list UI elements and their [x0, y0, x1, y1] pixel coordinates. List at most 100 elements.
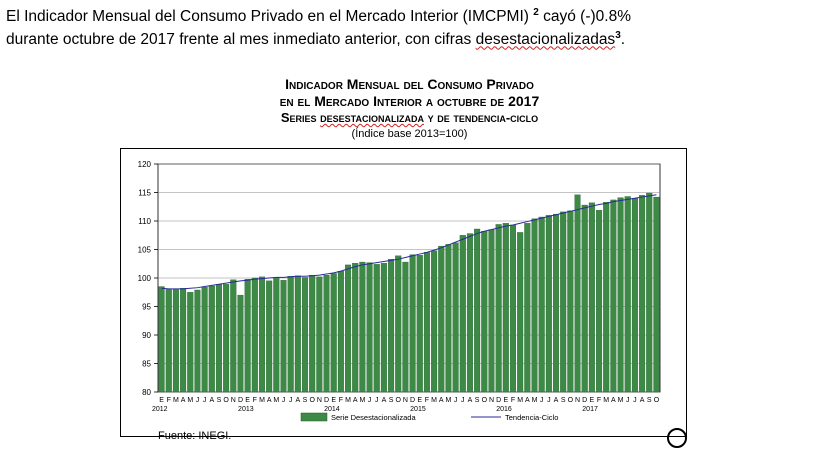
x-month-label: J [196, 397, 200, 404]
bar [481, 231, 488, 393]
bar [438, 245, 445, 393]
bar [488, 229, 495, 393]
y-tick-label: 120 [138, 160, 152, 169]
x-month-label: M [345, 397, 351, 404]
x-year-label: 2016 [496, 406, 512, 413]
bar [172, 289, 179, 393]
x-month-label: M [187, 397, 193, 404]
chart-subtitle: (Índice base 2013=100) [351, 128, 468, 140]
x-month-label: N [403, 397, 408, 404]
bar [251, 277, 258, 393]
x-month-label: E [503, 397, 508, 404]
x-month-label: N [317, 397, 322, 404]
x-month-label: F [597, 397, 601, 404]
bar [280, 280, 287, 393]
x-month-label: M [618, 397, 624, 404]
chart-frame: 80 85 90 95 100 105 110 115 120 E F M A M J J A S O N D E F M A M… [120, 148, 687, 437]
x-month-label: O [223, 397, 229, 404]
bar [237, 294, 244, 393]
x-month-label: S [647, 397, 652, 404]
x-month-label: A [382, 397, 387, 404]
bar [266, 280, 273, 393]
bar [230, 279, 237, 393]
bar [646, 192, 653, 393]
bar [567, 210, 574, 393]
x-month-label: E [417, 397, 422, 404]
x-month-label: A [640, 397, 645, 404]
intro-line-1: El Indicador Mensual del Consumo Privado… [6, 3, 811, 26]
bar [158, 286, 165, 393]
bar [495, 224, 502, 393]
x-month-label: M [532, 397, 538, 404]
bar [545, 215, 552, 393]
intro-line-2: durante octubre de 2017 frente al mes in… [6, 26, 811, 49]
circle-mark [667, 428, 687, 448]
x-month-label: O [309, 397, 315, 404]
x-month-label: J [375, 397, 379, 404]
y-tick-label: 85 [142, 360, 151, 369]
intro-paragraph: El Indicador Mensual del Consumo Privado… [6, 3, 811, 49]
y-tick-label: 90 [142, 331, 151, 340]
footnote-2: 2 [533, 7, 539, 18]
bar [309, 275, 316, 393]
x-month-label: A [296, 397, 301, 404]
x-month-label: J [626, 397, 630, 404]
chart-title-1: Indicador Mensual del Consumo Privado [285, 76, 534, 92]
legend-bar-swatch [300, 412, 328, 422]
x-year-label: 2014 [324, 406, 340, 413]
x-month-label: F [425, 397, 429, 404]
bar [352, 263, 359, 393]
bar [639, 195, 646, 393]
x-month-label: M [259, 397, 265, 404]
x-month-label: E [590, 397, 595, 404]
x-month-label: D [324, 397, 329, 404]
bar [423, 252, 430, 393]
bar [531, 218, 538, 393]
bar [215, 284, 222, 393]
intro-text-1a: El Indicador Mensual del Consumo Privado… [6, 8, 529, 26]
x-month-label: D [496, 397, 501, 404]
bar [596, 210, 603, 393]
bar [330, 273, 337, 393]
bar [366, 262, 373, 393]
x-month-label: D [238, 397, 243, 404]
intro-text-2a: durante octubre de 2017 frente al mes in… [6, 31, 472, 49]
bar [316, 276, 323, 393]
x-month-label: O [482, 397, 488, 404]
x-month-label: A [525, 397, 530, 404]
x-month-label: O [396, 397, 402, 404]
x-year-label: 2012 [152, 406, 168, 413]
bar [631, 198, 638, 393]
bar [323, 275, 330, 393]
x-month-label: A [439, 397, 444, 404]
legend-bar-label: Serie Desestacionalizada [331, 413, 416, 422]
x-month-label: S [217, 397, 222, 404]
x-month-label: S [303, 397, 308, 404]
x-month-label: M [517, 397, 523, 404]
x-month-label: A [554, 397, 559, 404]
x-month-label: A [267, 397, 272, 404]
x-month-label: S [475, 397, 480, 404]
chart-title-3-wavy: desestacionalizada [320, 110, 424, 125]
x-year-label: 2017 [582, 406, 598, 413]
bar [452, 242, 459, 393]
trend-line [161, 194, 657, 290]
x-month-label: F [511, 397, 515, 404]
bar [345, 264, 352, 393]
x-month-label: J [282, 397, 286, 404]
x-month-label: A [611, 397, 616, 404]
x-month-label: J [461, 397, 465, 404]
x-month-label: S [389, 397, 394, 404]
bar [474, 228, 481, 393]
x-month-label: N [489, 397, 494, 404]
x-month-label: M [446, 397, 452, 404]
bar [459, 235, 466, 393]
bar [180, 288, 187, 393]
bar [617, 197, 624, 393]
bar [359, 261, 366, 393]
bar [223, 284, 230, 393]
y-tick-label: 95 [142, 303, 151, 312]
bar [287, 276, 294, 393]
bar [466, 233, 473, 393]
x-month-label: S [561, 397, 566, 404]
